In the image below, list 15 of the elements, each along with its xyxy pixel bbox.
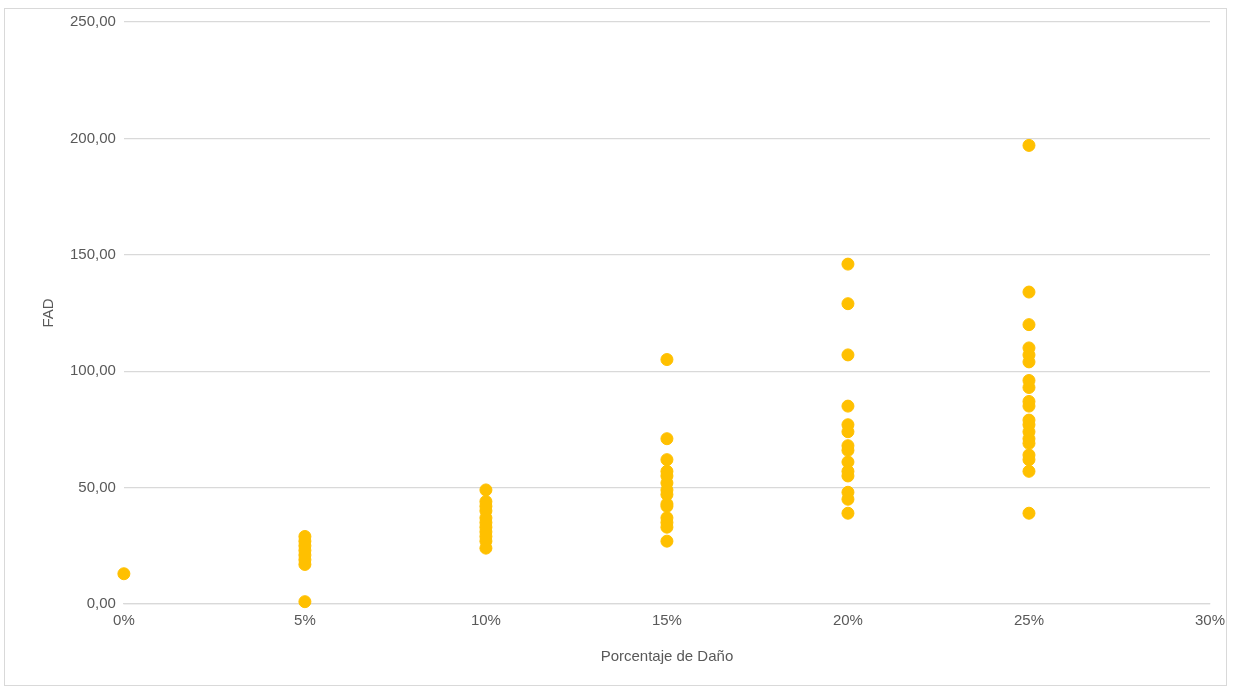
x-tick-label: 25% bbox=[1013, 611, 1044, 629]
y-tick-label: 150,00 bbox=[69, 244, 116, 262]
x-tick-label: 0% bbox=[113, 611, 135, 629]
y-tick-label: 50,00 bbox=[78, 477, 116, 495]
x-tick-label: 15% bbox=[651, 611, 682, 629]
y-tick-label: 0,00 bbox=[86, 594, 116, 612]
x-tick-label: 30% bbox=[1194, 611, 1225, 629]
y-tick-label: 200,00 bbox=[69, 128, 116, 146]
x-tick-label: 5% bbox=[294, 611, 316, 629]
x-tick-label: 20% bbox=[832, 611, 863, 629]
x-tick-label: 10% bbox=[470, 611, 501, 629]
y-tick-label: 250,00 bbox=[69, 12, 116, 30]
y-tick-label: 100,00 bbox=[69, 361, 116, 379]
y-axis-title: FAD bbox=[39, 298, 57, 328]
x-axis-title: Porcentaje de Daño bbox=[600, 647, 734, 665]
